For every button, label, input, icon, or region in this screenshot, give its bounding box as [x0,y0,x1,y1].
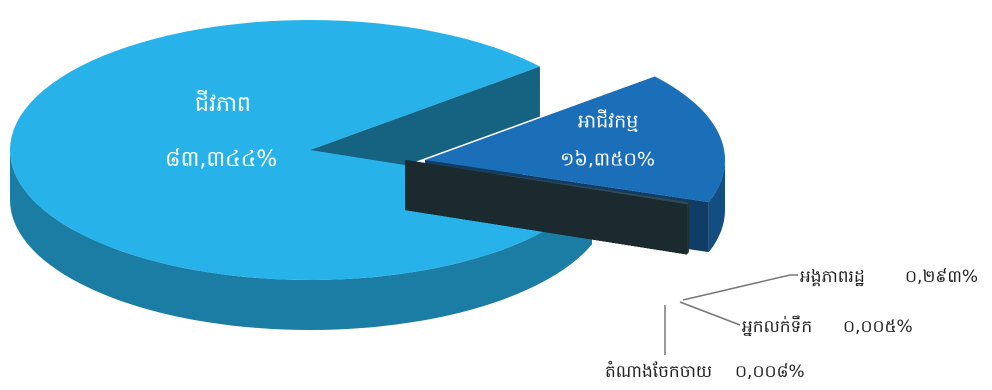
slice-top [405,160,689,205]
slice-label: អាជីវកម្ម [578,109,638,133]
slice [405,160,687,255]
value-label: ០,០០៨% [735,362,805,382]
slice-label: ជីវភាព [195,90,251,117]
pie [10,19,725,330]
value-label: ០,០០៥% [843,317,913,337]
slice-label: តំណាងចែកចាយ [605,360,712,382]
value-label: ០,២៩៣% [905,267,978,287]
value-label: ១៦,៣៥០% [560,149,655,171]
slice-side [10,150,592,330]
slice-label: អង្គភាពរដ្ឋ [800,267,865,287]
slice-side [686,202,689,255]
leader-line [682,274,798,301]
slice-top [425,76,725,203]
slice-top [405,160,687,205]
slice-side [405,160,687,255]
value-label: ៨៣,៣៤៤% [165,147,277,172]
slice-side [708,160,725,253]
slice-top [405,160,687,205]
slice-label: អ្នកលក់ទឹក [742,315,812,337]
leader-line [679,301,741,326]
